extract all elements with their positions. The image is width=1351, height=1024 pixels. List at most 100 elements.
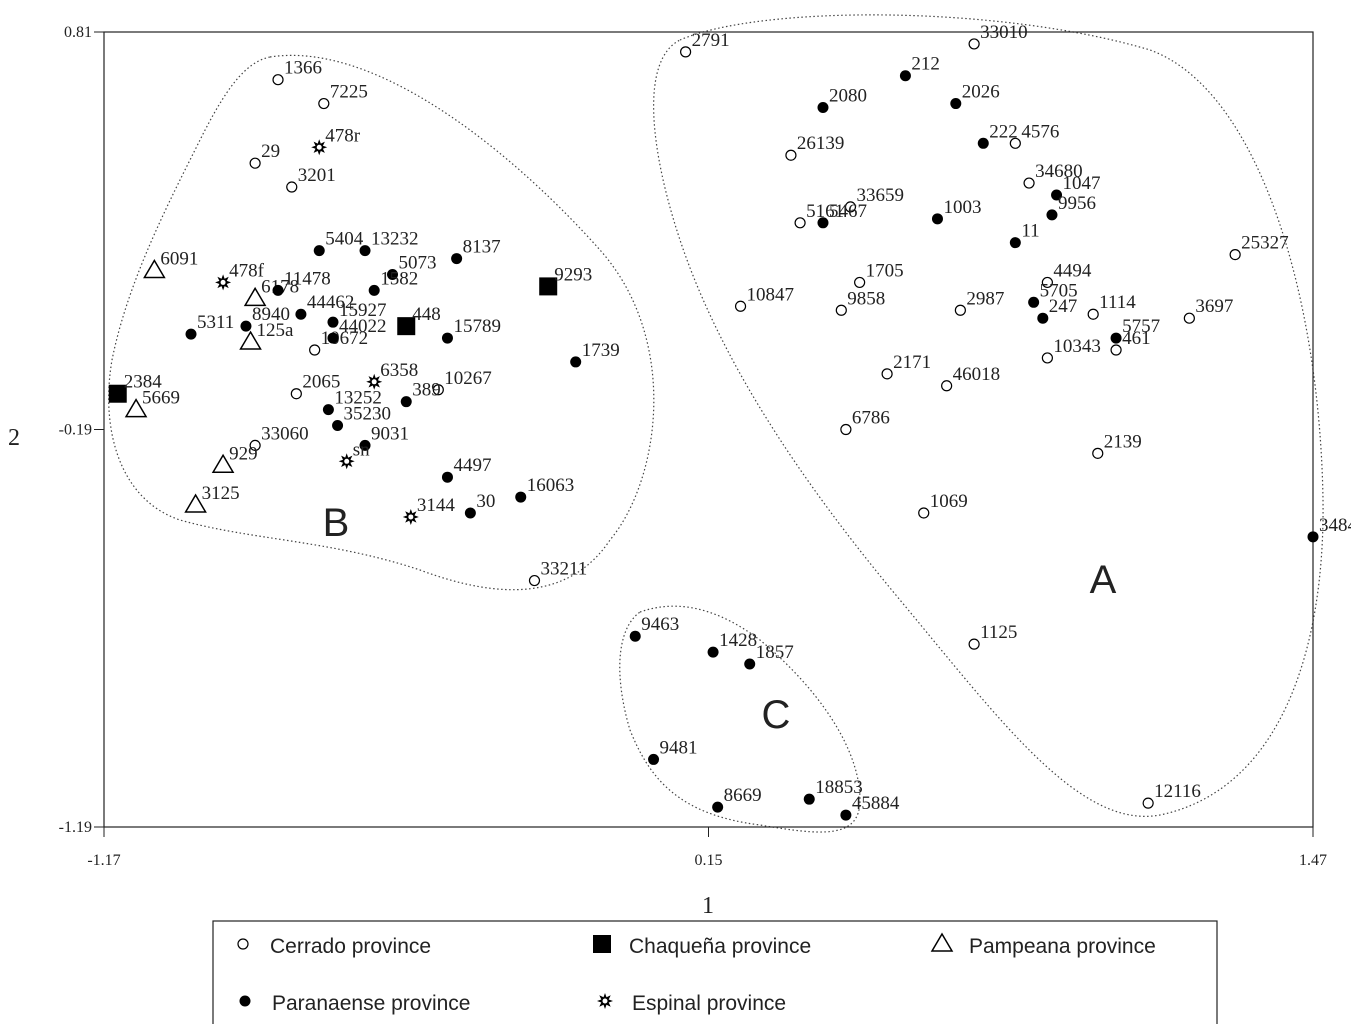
point-label: 929 xyxy=(229,443,258,464)
point xyxy=(327,332,339,344)
point xyxy=(143,259,166,279)
point-label: 4494 xyxy=(1053,260,1092,281)
legend-label: Espinal province xyxy=(632,992,786,1015)
x-axis-label: 1 xyxy=(702,893,714,919)
point-label: 8669 xyxy=(724,785,762,806)
point xyxy=(397,317,416,336)
point-center xyxy=(408,514,414,520)
point xyxy=(515,491,527,503)
point xyxy=(249,439,261,451)
point xyxy=(835,304,847,316)
point-label: 10343 xyxy=(1053,336,1101,357)
point xyxy=(941,380,953,392)
point-label: 5669 xyxy=(142,388,180,409)
point xyxy=(950,98,962,110)
point xyxy=(712,801,724,813)
point xyxy=(1051,189,1063,201)
point-label: 46018 xyxy=(953,364,1001,385)
point xyxy=(570,356,582,368)
point-label: 125a xyxy=(257,320,295,341)
point-label: 35230 xyxy=(344,404,392,425)
point-center xyxy=(344,458,350,464)
point xyxy=(441,332,453,344)
point-label: 1705 xyxy=(866,260,904,281)
legend-label: Paranaense province xyxy=(272,992,470,1015)
legend-marker xyxy=(239,995,251,1007)
point-label: 8940 xyxy=(252,304,290,325)
point xyxy=(185,328,197,340)
point-label: 5757 xyxy=(1122,316,1160,337)
x-tick-label: -1.17 xyxy=(87,852,120,869)
point-label: 1739 xyxy=(582,340,620,361)
point xyxy=(184,493,207,513)
point xyxy=(734,300,747,312)
y-axis-label: 2 xyxy=(8,425,20,451)
legend-label: Pampeana province xyxy=(969,935,1156,958)
legend-marker xyxy=(237,938,249,950)
cluster-label: C xyxy=(762,693,791,737)
point xyxy=(249,157,261,169)
point xyxy=(295,308,307,320)
point xyxy=(359,439,371,451)
point-label: 1857 xyxy=(756,642,794,663)
y-tick-label: 0.81 xyxy=(64,24,92,41)
point-center xyxy=(371,379,377,385)
point-label: 1125 xyxy=(980,622,1017,643)
point xyxy=(387,268,399,280)
point xyxy=(368,284,380,296)
x-tick-label: 1.47 xyxy=(1299,852,1327,869)
point-center xyxy=(602,998,608,1004)
point xyxy=(239,330,262,350)
point-label: 478f xyxy=(229,260,265,281)
point-label: 3201 xyxy=(298,165,336,186)
point xyxy=(931,213,943,225)
point xyxy=(1087,308,1099,320)
point-label: 1582 xyxy=(380,268,418,289)
point-label: 4576 xyxy=(1021,121,1059,142)
point-label: sn xyxy=(353,439,370,460)
point-label: 2171 xyxy=(893,352,931,373)
point xyxy=(844,201,857,213)
point-label: 5073 xyxy=(399,252,437,273)
point-label: 33060 xyxy=(261,423,309,444)
point-label: 1114 xyxy=(1099,292,1136,313)
legend-label: Chaqueña province xyxy=(629,935,811,958)
point-label: 8137 xyxy=(463,237,501,258)
cluster-label: B xyxy=(323,501,350,545)
point-label: 33211 xyxy=(540,559,587,580)
point-label: 10847 xyxy=(747,284,795,305)
point xyxy=(899,70,911,82)
point-label: 9293 xyxy=(554,264,592,285)
point-label: 2791 xyxy=(692,30,730,51)
point xyxy=(1009,237,1021,249)
point-label: 45884 xyxy=(852,793,900,814)
point xyxy=(464,507,476,519)
point xyxy=(441,471,453,483)
point-label: 12116 xyxy=(1154,781,1201,802)
point xyxy=(332,420,344,432)
point xyxy=(881,368,893,380)
point xyxy=(359,245,371,257)
point xyxy=(318,97,330,110)
point-label: 448 xyxy=(412,304,441,325)
point xyxy=(1037,312,1049,324)
point xyxy=(1307,531,1319,543)
point xyxy=(1229,249,1241,261)
point xyxy=(240,320,252,332)
point xyxy=(1028,296,1040,308)
point-label: 5311 xyxy=(197,312,234,333)
point-label: 6358 xyxy=(380,360,418,381)
point-label: 11 xyxy=(1021,221,1039,242)
point-label: 6091 xyxy=(160,249,198,270)
point-label: 9031 xyxy=(371,423,409,444)
point-label: 5404 xyxy=(325,229,364,250)
point-label: 3125 xyxy=(202,483,240,504)
point xyxy=(243,286,267,307)
point xyxy=(968,38,980,50)
point-label: 9858 xyxy=(847,288,885,309)
cluster-hull xyxy=(653,14,1324,817)
point-label: 5705 xyxy=(1040,280,1078,301)
point-label: 33010 xyxy=(980,22,1028,43)
point-label: 9463 xyxy=(641,614,679,635)
point-label: 5467 xyxy=(829,201,867,222)
